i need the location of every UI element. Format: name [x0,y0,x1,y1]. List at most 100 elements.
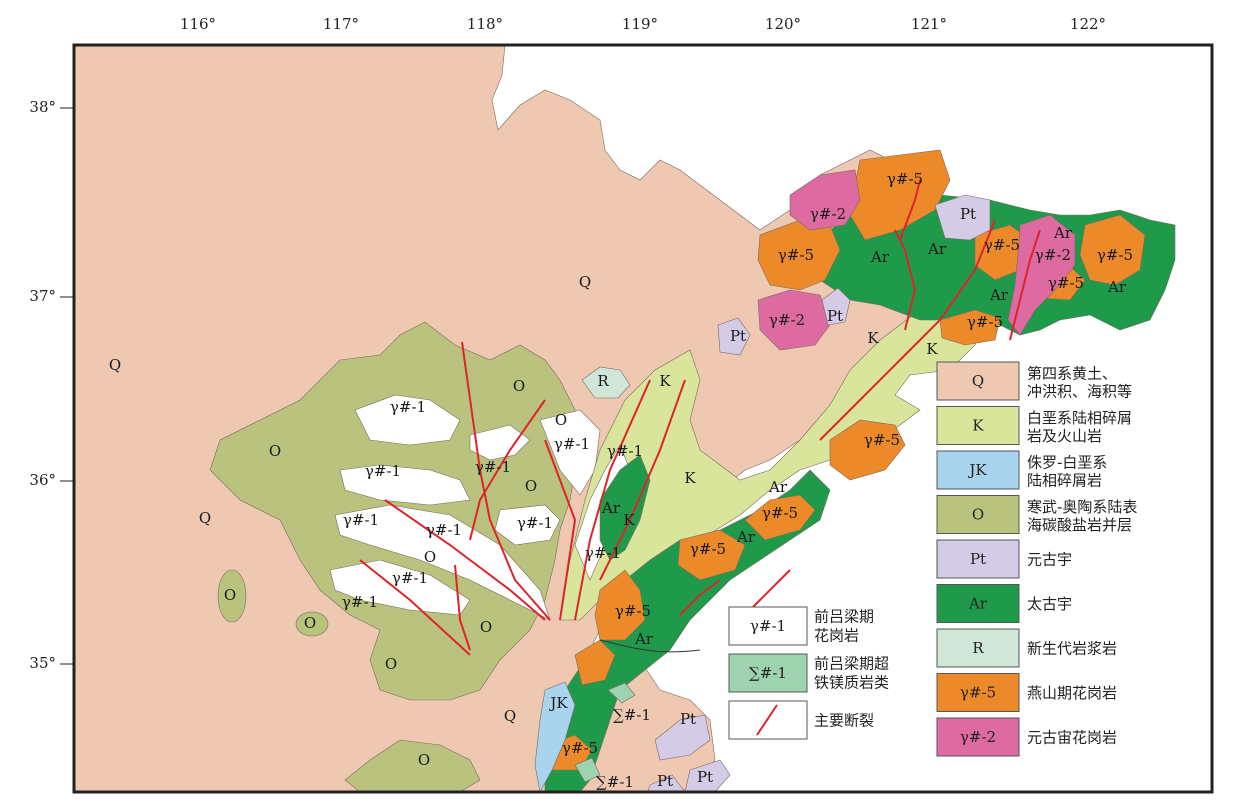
region-yanshan-granite-10 [594,569,646,641]
legend-text: 第四系黄土、 [1027,365,1117,383]
legend-code: O [972,506,984,524]
map-label: K [684,469,696,487]
map-label: γ#-1 [343,511,379,529]
region-ordovician-islet-2 [295,611,329,637]
map-label: Ar [870,248,890,266]
map-label: Ar [1107,278,1127,296]
legend-text: 铁镁质岩类 [814,674,889,692]
legend-swatch [936,584,1020,623]
legend-swatch [936,673,1020,712]
legend-code: R [972,639,984,657]
map-label: Ar [634,630,654,648]
region-proterozoic-granite-1 [789,169,861,231]
map-label: Pt [960,205,976,223]
map-label: K [926,340,938,358]
legend-text: 新生代岩浆岩 [1027,640,1117,658]
map-label: Ar [736,528,756,546]
region-proterozoic-granite-3 [1007,214,1076,336]
region-cenozoic-magmatic [581,366,631,399]
legend-text: 前吕梁期 [814,608,874,626]
map-label: γ#-5 [562,739,598,757]
legend-item: γ#-5 燕山期花岗岩 [936,673,1117,712]
map-label: O [513,377,525,395]
legend-text: 侏罗-白垩系 [1027,454,1107,472]
map-label: R [597,372,609,390]
map-label: ∑#-1 [613,706,651,724]
legend-text: 白垩系陆相碎屑 [1027,409,1132,427]
map-label: γ#-2 [810,205,846,223]
fault-line [384,499,546,621]
region-ultramafic-1 [607,682,636,704]
longitude-ticks: 116° 117° 118° 119° 120° 121° 122° [180,15,1106,33]
map-label: Ar [927,240,947,258]
map-label: K [623,511,635,529]
map-label: ∑#-1 [596,773,634,791]
geology-regions [73,44,1176,793]
longitude-tick-label: 121° [911,15,947,33]
region-proterozoic-3 [717,317,751,356]
legend-item: R 新生代岩浆岩 [936,628,1117,668]
fault-line [1009,229,1041,341]
map-label: Pt [730,327,746,345]
map-label: γ#-5 [967,313,1003,331]
map-label: O [418,751,430,769]
legend-text: 太古宇 [1027,595,1072,613]
map-label: γ#-1 [554,435,590,453]
legend-code: ∑#-1 [749,664,787,682]
map-label: γ#-5 [615,602,651,620]
region-yanshan-granite-7 [829,419,906,481]
region-proterozoic-4 [654,714,711,761]
region-jurassic-cretaceous [534,681,576,793]
fault-line [819,219,996,441]
map-label: γ#-5 [762,504,798,522]
map-label: Ar [768,478,788,496]
legend-code: Ar [968,595,988,613]
longitude-tick-label: 119° [622,15,658,33]
map-label: Q [579,273,591,291]
map-label: K [867,329,879,347]
map-label: Q [109,356,121,374]
legend-code: K [972,417,984,435]
region-yanshan-granite-8 [744,494,816,541]
region-archean-k-zone [599,454,651,561]
legend-text: 花岗岩 [814,627,859,645]
fault-line [454,564,471,651]
map-label: γ#-5 [1048,274,1084,292]
map-label: Ar [601,499,621,517]
legend-text: 寒武-奥陶系陆表 [1027,498,1137,516]
region-ordovician-islet-1 [217,569,247,623]
major-faults [359,179,1041,656]
map-label: Pt [680,710,696,728]
legend-text: 前吕梁期超 [814,655,889,673]
latitude-ticks: 38° 37° 36° 35° [29,98,74,672]
legend-code: Pt [970,550,986,568]
fault-line [574,379,651,621]
boundary-line [599,639,701,653]
legend-code: Q [972,372,984,390]
map-label: γ#-1 [585,544,621,562]
legend-item: Q 第四系黄土、冲洪积、海积等 [936,361,1132,401]
longitude-tick-label: 118° [467,15,503,33]
map-labels: Q Q Q Q O O O O O O O O O O γ#-1 γ#-1 γ#… [109,170,1133,791]
region-yanshan-granite-9 [677,529,746,581]
fault-line [469,399,546,541]
map-label: γ#-5 [690,540,726,558]
legend-item: γ#-2 元古宙花岗岩 [936,717,1117,757]
legend-text: 冲洪积、海积等 [1027,383,1132,401]
map-label: Ar [1053,224,1073,242]
latitude-tick-label: 35° [29,654,56,672]
map-label: Q [199,509,211,527]
legend-swatch [936,539,1020,579]
latitude-tick-label: 37° [29,287,56,305]
map-label: Pt [827,307,843,325]
legend-text: 岩及火山岩 [1027,427,1102,445]
fault-line [899,179,921,241]
legend-code: γ#-2 [960,728,996,746]
longitude-tick-label: 116° [180,15,216,33]
map-label: K [659,372,671,390]
fault-line [544,439,577,621]
map-label: O [269,442,281,460]
map-label: JK [548,694,568,712]
legend-swatch [936,361,1020,401]
